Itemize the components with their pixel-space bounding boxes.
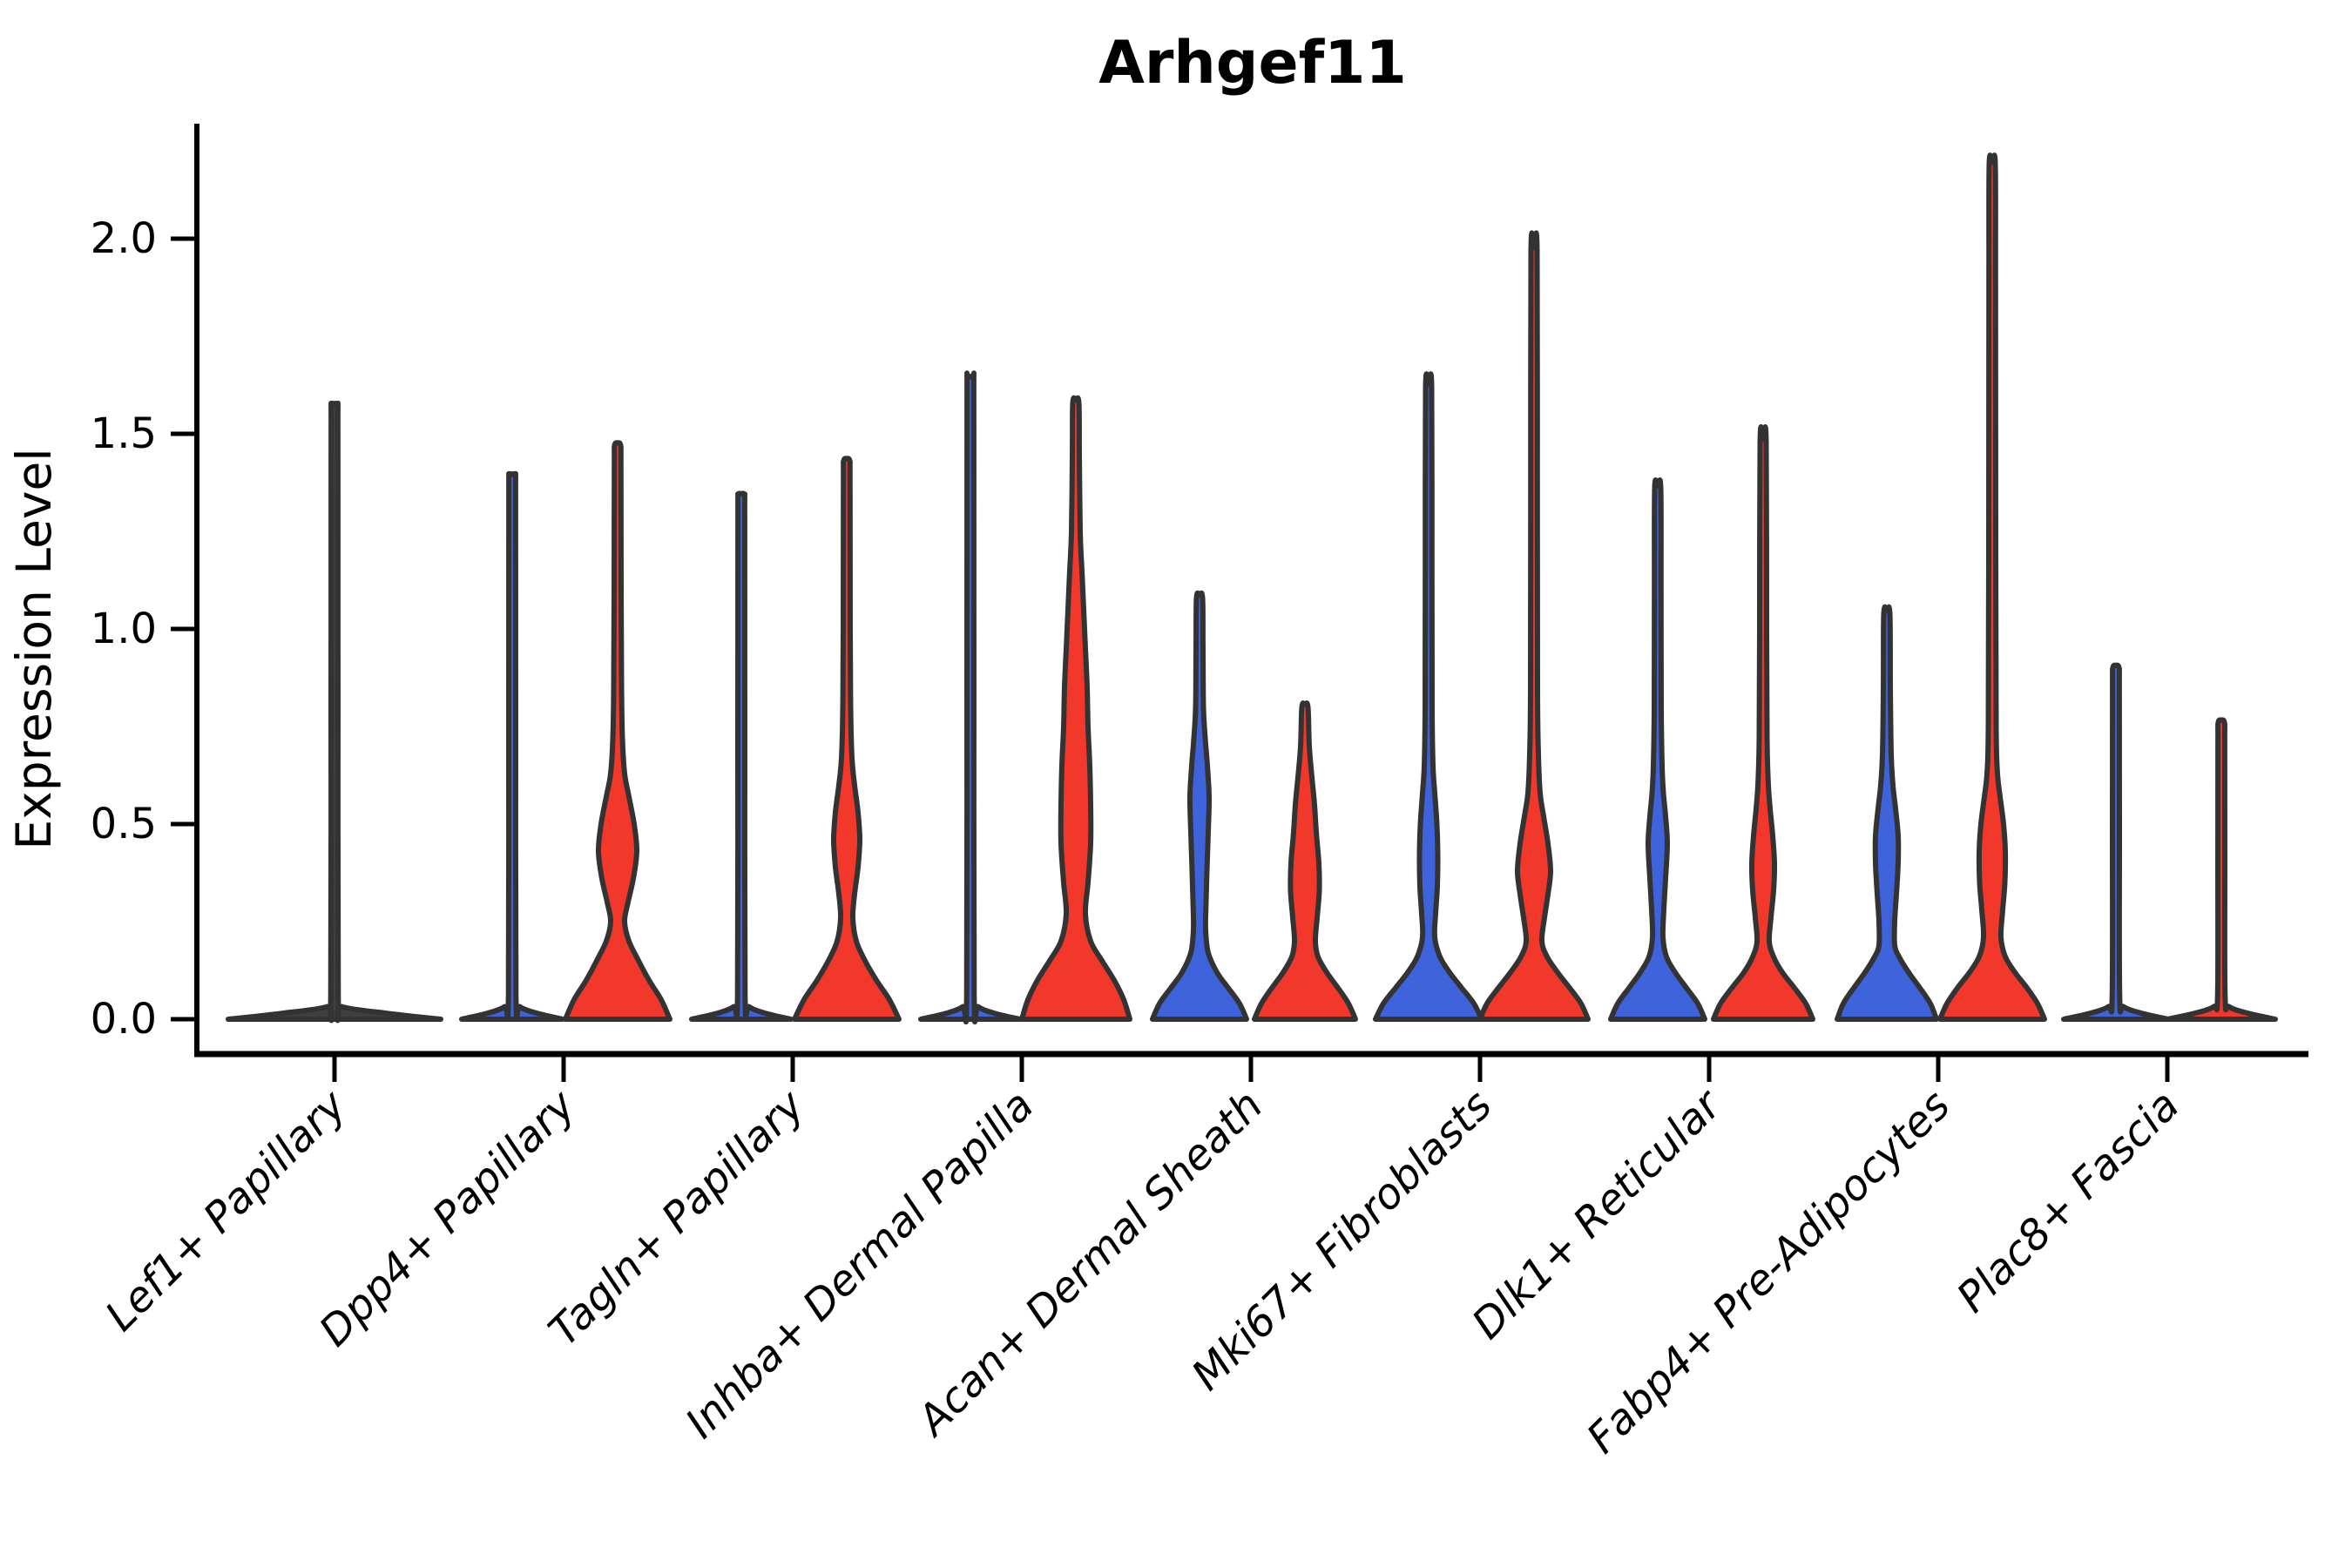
- violin-plac8-fascia-blue: [2061, 662, 2171, 1022]
- y-axis-label: Expression Level: [6, 448, 62, 849]
- violin-fabp4-pre-adipocytes-blue: [1835, 604, 1939, 1022]
- violin-dlk1-reticular-red: [1711, 424, 1815, 1022]
- y-tick-label: 0.0: [91, 995, 157, 1044]
- violin-dlk1-reticular-blue: [1608, 477, 1707, 1022]
- x-tick-label-dpp4-papillary: Dpp4+ Papillary: [310, 1080, 585, 1355]
- violin-acan-dermal-sheath-blue: [1150, 590, 1249, 1022]
- violin-dpp4-papillary-blue: [459, 470, 565, 1022]
- plot-title: Arhgef11: [1098, 29, 1407, 98]
- y-tick-label: 1.5: [91, 409, 157, 458]
- violin-inhba-dermal-papilla-red: [1019, 395, 1132, 1022]
- violin-plac8-fascia-red: [2165, 717, 2278, 1022]
- y-tick-label: 1.0: [91, 605, 157, 653]
- x-tick-label-lef1-papillary: Lef1+ Papillary: [96, 1080, 356, 1341]
- violin-lef1-papillary-neutral: [226, 400, 443, 1024]
- violin-tagln-papillary-red: [792, 456, 902, 1022]
- x-tick-label-fabp4-pre-adipocytes: Fabp4+ Pre-Adipocytes: [1578, 1081, 1960, 1463]
- x-tick-label-tagln-papillary: Tagln+ Papillary: [539, 1080, 814, 1355]
- violin-mki67-fibroblasts-blue: [1373, 371, 1484, 1022]
- y-tick-label: 0.5: [91, 800, 157, 848]
- y-tick-label: 2.0: [91, 214, 157, 263]
- violin-inhba-dermal-papilla-blue: [918, 370, 1023, 1025]
- x-tick-label-plac8-fascia: Plac8+ Fascia: [1948, 1081, 2189, 1322]
- violin-dpp4-papillary-red: [563, 440, 672, 1022]
- violin-acan-dermal-sheath-red: [1252, 700, 1358, 1022]
- violin-tagln-papillary-blue: [689, 490, 794, 1022]
- violin-fabp4-pre-adipocytes-red: [1937, 152, 2047, 1022]
- violin-mki67-fibroblasts-red: [1477, 230, 1591, 1022]
- x-tick-label-dlk1-reticular: Dlk1+ Reticular: [1463, 1079, 1733, 1349]
